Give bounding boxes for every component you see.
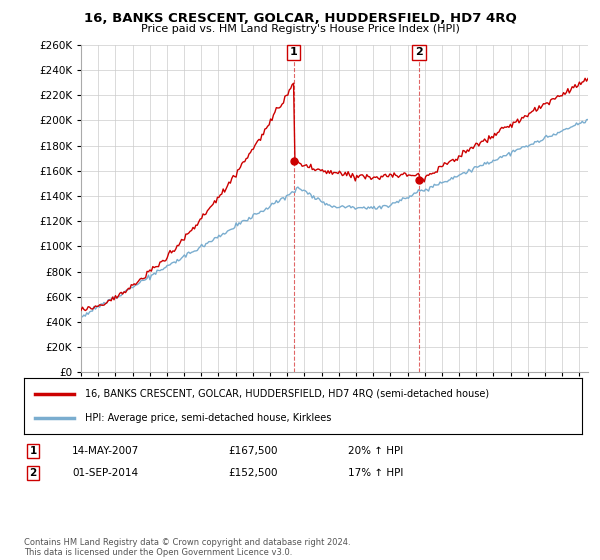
Text: Contains HM Land Registry data © Crown copyright and database right 2024.
This d: Contains HM Land Registry data © Crown c… [24, 538, 350, 557]
Text: 16, BANKS CRESCENT, GOLCAR, HUDDERSFIELD, HD7 4RQ: 16, BANKS CRESCENT, GOLCAR, HUDDERSFIELD… [83, 12, 517, 25]
Text: £152,500: £152,500 [228, 468, 277, 478]
Text: 2: 2 [415, 48, 423, 57]
Text: 14-MAY-2007: 14-MAY-2007 [72, 446, 139, 456]
Text: 17% ↑ HPI: 17% ↑ HPI [348, 468, 403, 478]
Text: HPI: Average price, semi-detached house, Kirklees: HPI: Average price, semi-detached house,… [85, 413, 332, 423]
Text: 1: 1 [290, 48, 298, 57]
Text: 20% ↑ HPI: 20% ↑ HPI [348, 446, 403, 456]
Text: 2: 2 [29, 468, 37, 478]
Text: 1: 1 [29, 446, 37, 456]
Text: 16, BANKS CRESCENT, GOLCAR, HUDDERSFIELD, HD7 4RQ (semi-detached house): 16, BANKS CRESCENT, GOLCAR, HUDDERSFIELD… [85, 389, 490, 399]
Text: £167,500: £167,500 [228, 446, 277, 456]
Text: Price paid vs. HM Land Registry's House Price Index (HPI): Price paid vs. HM Land Registry's House … [140, 24, 460, 34]
Text: 01-SEP-2014: 01-SEP-2014 [72, 468, 138, 478]
